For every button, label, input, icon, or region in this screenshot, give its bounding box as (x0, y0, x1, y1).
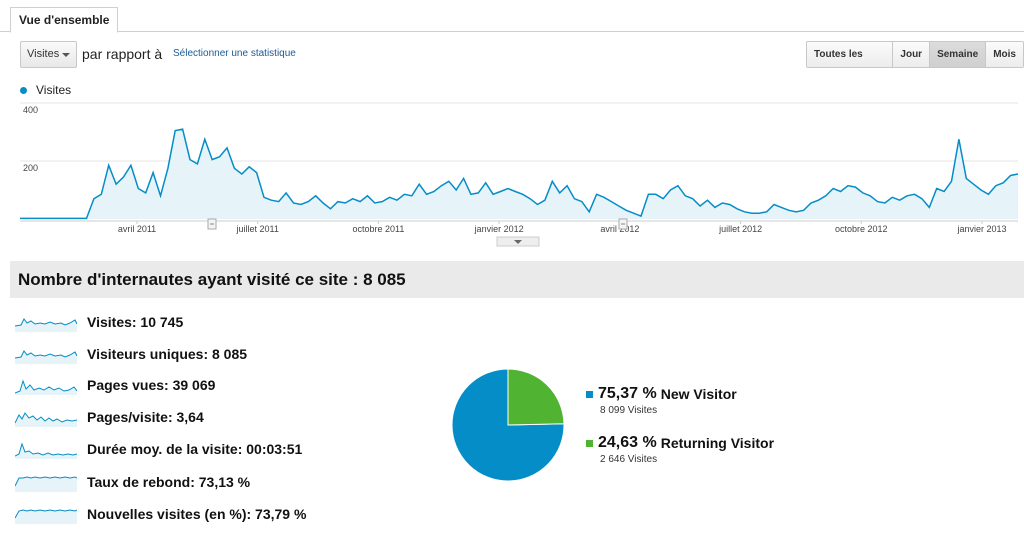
sparkline-icon (15, 412, 77, 427)
x-tick-label: octobre 2011 (352, 224, 404, 234)
compare-label: par rapport à (82, 46, 163, 62)
legend-dot-icon (20, 86, 27, 94)
metric-unique-visitors: Visiteurs uniques: 8 085 (87, 346, 248, 362)
x-tick-label: janvier 2013 (956, 224, 1006, 234)
metric-visits: Visites: 10 745 (87, 314, 184, 330)
sparkline-icon (15, 379, 77, 395)
metric-row-pages-per-visit[interactable]: Pages/visite: 3,64 (15, 406, 204, 428)
period-week-button[interactable]: Semaine (930, 42, 987, 67)
visitor-type-pie[interactable] (450, 367, 566, 483)
metric-new-visits: Nouvelles visites (en %): 73,79 % (87, 506, 307, 522)
chart-area-layer (20, 128, 1019, 220)
metric-select[interactable]: Visites (20, 41, 77, 68)
x-tick-label: janvier 2012 (474, 224, 524, 234)
visits-chart[interactable]: 400 200 avril 2011 juillet 2011 octobre 20… (0, 98, 1024, 248)
legend-label: Visites (36, 83, 72, 97)
pie-legend-returning: 24,63 % Returning Visitor 2 646 Visites (586, 434, 774, 465)
swatch-returning-visitor (586, 439, 593, 447)
metric-row-new-visits[interactable]: Nouvelles visites (en %): 73,79 % (15, 503, 306, 525)
chevron-down-icon (514, 240, 522, 244)
pct-new-visitor: 75,37 % (598, 385, 657, 402)
x-tick-layer: avril 2011 juillet 2011 octobre 2011 janvie… (118, 221, 1007, 234)
sparkline-icon (15, 350, 77, 364)
metric-row-unique-visitors[interactable]: Visiteurs uniques: 8 085 (15, 343, 247, 365)
sparkline-icon (15, 509, 77, 524)
visits-returning-visitor: 2 646 Visites (600, 454, 658, 465)
metric-row-bounce-rate[interactable]: Taux de rebond: 73,13 % (15, 471, 250, 493)
label-returning-visitor: Returning Visitor (660, 435, 775, 451)
sparkline-icon (15, 318, 77, 332)
series-area (20, 129, 1018, 219)
period-day-button[interactable]: Jour (893, 42, 931, 67)
x-tick-label: juillet 2011 (236, 224, 279, 234)
x-tick-label: octobre 2012 (835, 224, 888, 234)
metric-row-pageviews[interactable]: Pages vues: 39 069 (15, 374, 215, 396)
metric-avg-duration: Durée moy. de la visite: 00:03:51 (87, 441, 303, 457)
metric-bounce-rate: Taux de rebond: 73,13 % (87, 474, 251, 490)
metric-select-value: Visites (27, 48, 60, 60)
swatch-new-visitor (586, 390, 593, 398)
summary-title: Nombre d'internautes ayant visité ce sit… (18, 270, 406, 289)
metric-pageviews: Pages vues: 39 069 (87, 377, 216, 393)
x-tick-label: juillet 2012 (718, 224, 762, 234)
chart-legend: Visites (20, 83, 71, 97)
tab-bar: Vue d'ensemble (0, 0, 1024, 33)
y-tick-label: 200 (23, 163, 38, 173)
metric-row-visits[interactable]: Visites: 10 745 (15, 311, 183, 333)
period-month-button[interactable]: Mois (986, 42, 1023, 67)
visits-new-visitor: 8 099 Visites (600, 405, 658, 416)
pie-slice-new-visitor (451, 368, 565, 482)
sparkline-icon (15, 442, 77, 459)
pie-legend-new: 75,37 % New Visitor 8 099 Visites (586, 385, 737, 416)
y-tick-label: 400 (23, 105, 38, 115)
pct-returning-visitor: 24,63 % (598, 434, 657, 451)
metric-pages-per-visit: Pages/visite: 3,64 (87, 409, 204, 425)
pie-slice-returning-visitor (507, 368, 565, 426)
select-stat-link[interactable]: Sélectionner une statistique (173, 48, 296, 59)
period-hourly-button[interactable]: Toutes les heures (807, 42, 894, 67)
series-line (20, 128, 1019, 220)
metric-row-avg-duration[interactable]: Durée moy. de la visite: 00:03:51 (15, 438, 302, 460)
x-tick-label: avril 2011 (118, 224, 156, 234)
chevron-down-icon (62, 53, 70, 57)
sparkline-icon (15, 476, 77, 492)
summary-header: Nombre d'internautes ayant visité ce sit… (10, 261, 1024, 298)
period-toggle-group: Toutes les heures Jour Semaine Mois (806, 41, 1024, 68)
label-new-visitor: New Visitor (660, 386, 737, 402)
tab-overview[interactable]: Vue d'ensemble (10, 7, 119, 33)
